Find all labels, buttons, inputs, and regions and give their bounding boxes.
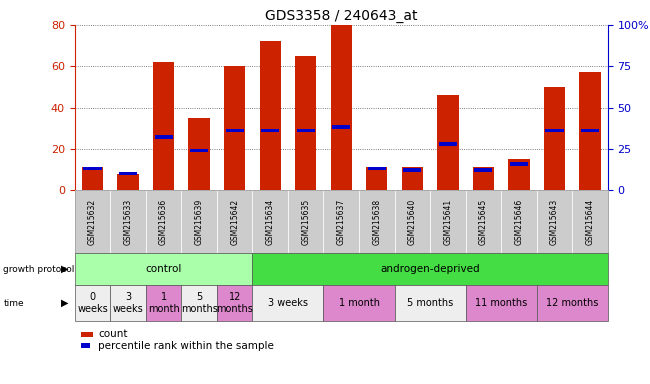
- Bar: [188, 118, 210, 190]
- Text: GSM215640: GSM215640: [408, 199, 417, 245]
- Text: GSM215641: GSM215641: [443, 199, 452, 245]
- Text: 11 months: 11 months: [475, 298, 527, 308]
- Bar: [579, 73, 601, 190]
- Bar: [224, 66, 245, 190]
- Bar: [119, 172, 137, 175]
- Text: 5 months: 5 months: [407, 298, 453, 308]
- Title: GDS3358 / 240643_at: GDS3358 / 240643_at: [265, 8, 417, 23]
- Bar: [474, 169, 493, 172]
- Text: 3 weeks: 3 weeks: [268, 298, 308, 308]
- Bar: [510, 162, 528, 166]
- Bar: [332, 126, 350, 129]
- Text: count: count: [98, 329, 127, 339]
- Text: GSM215632: GSM215632: [88, 199, 97, 245]
- Bar: [118, 174, 138, 190]
- Bar: [190, 149, 208, 152]
- Bar: [366, 167, 387, 190]
- Bar: [439, 142, 457, 146]
- Text: percentile rank within the sample: percentile rank within the sample: [98, 341, 274, 351]
- Text: 1
month: 1 month: [148, 292, 179, 314]
- Text: GSM215637: GSM215637: [337, 199, 346, 245]
- Text: GSM215638: GSM215638: [372, 199, 382, 245]
- Bar: [508, 159, 530, 190]
- Bar: [261, 129, 280, 132]
- Bar: [473, 167, 494, 190]
- Bar: [82, 167, 103, 190]
- Text: androgen-deprived: androgen-deprived: [380, 264, 480, 274]
- Text: 3
weeks: 3 weeks: [112, 292, 144, 314]
- Bar: [259, 41, 281, 190]
- Bar: [545, 129, 564, 132]
- Bar: [331, 25, 352, 190]
- Text: GSM215635: GSM215635: [301, 199, 310, 245]
- Bar: [544, 87, 565, 190]
- Bar: [83, 167, 101, 170]
- Text: 12
months: 12 months: [216, 292, 253, 314]
- Text: GSM215646: GSM215646: [514, 199, 523, 245]
- Text: GSM215633: GSM215633: [124, 199, 133, 245]
- Text: GSM215636: GSM215636: [159, 199, 168, 245]
- Bar: [437, 95, 458, 190]
- Text: GSM215642: GSM215642: [230, 199, 239, 245]
- Text: 0
weeks: 0 weeks: [77, 292, 108, 314]
- Bar: [402, 167, 423, 190]
- Text: ▶: ▶: [61, 298, 69, 308]
- Text: 12 months: 12 months: [546, 298, 599, 308]
- Text: 1 month: 1 month: [339, 298, 380, 308]
- Bar: [153, 62, 174, 190]
- Bar: [368, 167, 386, 170]
- Bar: [403, 169, 421, 172]
- Text: 5
months: 5 months: [181, 292, 218, 314]
- Text: ▶: ▶: [61, 264, 69, 274]
- Text: GSM215644: GSM215644: [586, 199, 595, 245]
- Text: GSM215645: GSM215645: [479, 199, 488, 245]
- Bar: [296, 129, 315, 132]
- Bar: [226, 129, 244, 132]
- Text: GSM215634: GSM215634: [266, 199, 275, 245]
- Text: GSM215643: GSM215643: [550, 199, 559, 245]
- Bar: [581, 129, 599, 132]
- Text: growth protocol: growth protocol: [3, 265, 75, 274]
- Text: control: control: [146, 264, 182, 274]
- Bar: [295, 56, 317, 190]
- Text: GSM215639: GSM215639: [194, 199, 203, 245]
- Bar: [155, 136, 173, 139]
- Text: time: time: [3, 299, 24, 308]
